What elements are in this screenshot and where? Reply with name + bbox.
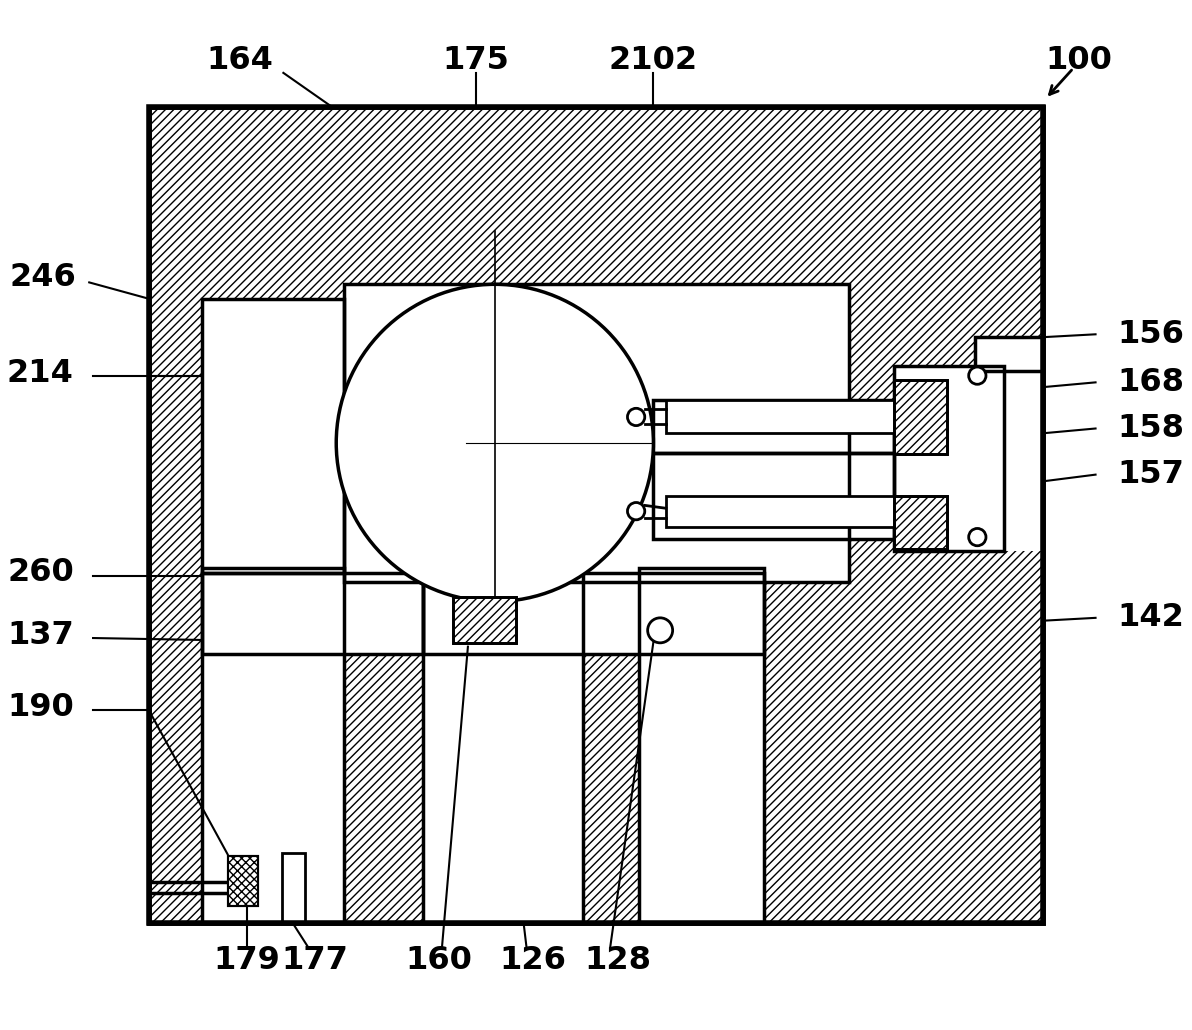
Text: 179: 179 <box>213 945 280 975</box>
Bar <box>653 400 894 452</box>
Bar <box>666 495 894 526</box>
Bar <box>653 400 946 452</box>
Text: 214: 214 <box>7 358 74 389</box>
Bar <box>201 299 344 573</box>
Bar <box>201 573 423 654</box>
Bar <box>975 337 1043 371</box>
Bar <box>423 573 764 654</box>
Bar <box>894 495 946 549</box>
Text: 2102: 2102 <box>609 45 699 76</box>
Text: 128: 128 <box>584 945 651 975</box>
Bar <box>344 284 849 582</box>
Circle shape <box>336 284 653 602</box>
Bar <box>453 596 516 643</box>
Bar <box>149 106 1043 924</box>
Text: 126: 126 <box>499 945 566 975</box>
Bar <box>344 284 849 582</box>
Text: 142: 142 <box>1118 603 1185 633</box>
Bar <box>666 495 894 526</box>
Text: 100: 100 <box>1045 45 1112 76</box>
Bar <box>894 380 946 454</box>
Bar <box>653 452 894 539</box>
Circle shape <box>627 503 645 520</box>
Text: 168: 168 <box>1118 367 1185 398</box>
Bar <box>894 495 946 549</box>
Circle shape <box>627 408 645 425</box>
Text: 157: 157 <box>1118 459 1185 490</box>
Circle shape <box>969 367 986 384</box>
Text: 190: 190 <box>7 692 74 723</box>
Text: 177: 177 <box>281 945 348 975</box>
Bar <box>666 400 894 434</box>
Bar <box>894 366 1004 551</box>
Bar <box>653 452 894 539</box>
Bar <box>894 380 946 454</box>
Circle shape <box>969 528 986 546</box>
Bar <box>423 568 583 924</box>
Bar <box>423 568 583 924</box>
Text: 164: 164 <box>206 45 273 76</box>
Bar <box>666 400 894 434</box>
Text: 156: 156 <box>1118 319 1185 350</box>
Text: 260: 260 <box>7 557 74 588</box>
Text: 175: 175 <box>442 45 509 76</box>
Bar <box>283 853 305 924</box>
Bar <box>201 299 344 573</box>
Text: 158: 158 <box>1118 413 1185 444</box>
Text: 246: 246 <box>10 262 76 294</box>
Bar <box>639 568 764 924</box>
Bar <box>975 337 1043 371</box>
Circle shape <box>647 618 672 643</box>
Bar <box>453 596 516 643</box>
Bar <box>201 568 344 924</box>
Text: 160: 160 <box>405 945 472 975</box>
Bar <box>201 568 344 924</box>
Bar <box>423 573 764 654</box>
Bar <box>149 106 1043 924</box>
Bar <box>201 573 423 654</box>
Bar <box>894 366 1043 551</box>
Bar <box>228 856 259 906</box>
Bar <box>228 856 259 906</box>
Text: 137: 137 <box>7 620 74 651</box>
Bar <box>639 568 764 924</box>
